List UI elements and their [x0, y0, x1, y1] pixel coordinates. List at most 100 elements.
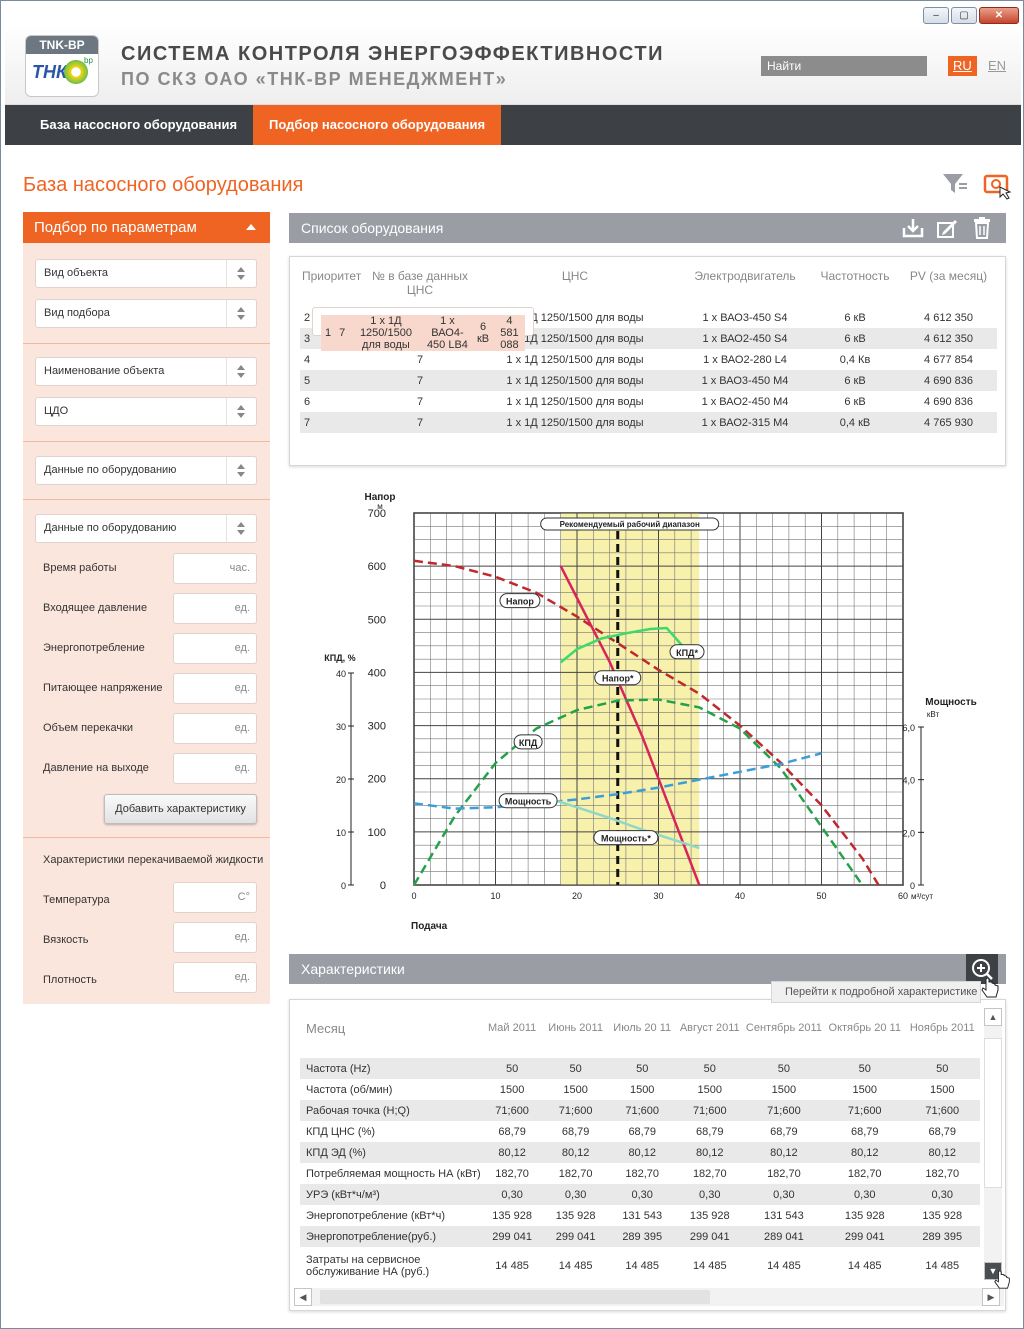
- close-window-button[interactable]: ✕: [979, 7, 1019, 24]
- row-label: Частота (об/мин): [306, 1083, 393, 1096]
- select-arrows-icon: [226, 515, 256, 542]
- column-header[interactable]: Электродвигатель: [694, 269, 796, 283]
- tab-pump-database[interactable]: База насосного оборудования: [40, 117, 238, 132]
- table-cell: 4 690 836: [900, 370, 997, 391]
- equipment-list-title: Список оборудования: [301, 220, 444, 236]
- horizontal-scroll-thumb[interactable]: [320, 1290, 710, 1304]
- equipment-data-value: Данные по оборудованию: [44, 464, 177, 476]
- outlet-pressure-input[interactable]: ед.: [173, 753, 257, 784]
- scroll-up-icon[interactable]: ▲: [984, 1008, 1002, 1026]
- table-cell: 4 690 836: [924, 395, 973, 408]
- x-tick-label: 30: [653, 891, 663, 901]
- series-label: Напор: [506, 597, 534, 607]
- pumping-volume-input[interactable]: ед.: [173, 713, 257, 744]
- table-cell: 7: [416, 395, 424, 408]
- table-cell: 1500: [629, 1083, 655, 1096]
- equipment-data-value: Данные по оборудованию: [44, 522, 177, 534]
- table-cell: 2: [304, 311, 311, 324]
- series-line: [412, 698, 864, 886]
- horizontal-scrollbar[interactable]: ◀ ▶: [294, 1288, 1004, 1306]
- table-cell: 80,12: [543, 1142, 608, 1163]
- table-cell: 0,30: [676, 1184, 743, 1205]
- object-type-select[interactable]: Вид объекта: [35, 259, 257, 288]
- table-cell: 1500: [852, 1083, 877, 1096]
- object-name-select[interactable]: Наименование объекта: [35, 357, 257, 386]
- divider: [23, 441, 270, 442]
- lang-en-link[interactable]: EN: [988, 58, 1007, 73]
- column-header[interactable]: № в базе данных ЦНС: [372, 269, 468, 297]
- month-label: Месяц: [306, 1020, 346, 1036]
- select-arrows-icon: [226, 457, 256, 484]
- spacer-cell: [742, 1048, 825, 1058]
- select-arrows-icon: [226, 398, 256, 425]
- download-icon[interactable]: [901, 217, 925, 239]
- energy-consumption-input[interactable]: ед.: [173, 633, 257, 664]
- inlet-pressure-input[interactable]: ед.: [173, 593, 257, 624]
- hand-cursor-icon: [994, 1270, 1010, 1289]
- scroll-down-icon[interactable]: ▼: [984, 1262, 1002, 1280]
- table-cell: 131 543: [764, 1209, 804, 1222]
- system-subtitle: ПО СКЗ ОАО «ТНК-ВР МЕНЕДЖМЕНТ»: [121, 69, 508, 89]
- y-tick-label: 200: [368, 774, 386, 786]
- table-row[interactable]: 6 7 1 х 1Д 1250/1500 для воды 1 х ВАО2-450 …: [300, 391, 997, 412]
- table-cell: 4 612 350: [924, 311, 973, 324]
- filter-panel-header[interactable]: Подбор по параметрам: [23, 212, 270, 243]
- add-characteristic-button[interactable]: Добавить характеристику: [104, 794, 257, 824]
- spacer-cell: [676, 1048, 743, 1058]
- supply-voltage-input[interactable]: ед.: [173, 673, 257, 704]
- table-cell: 80,12: [742, 1142, 825, 1163]
- table-cell: 1 х 1Д 1250/1500 для воды: [506, 311, 644, 324]
- table-cell: 7: [300, 412, 370, 433]
- temperature-input[interactable]: С°: [173, 882, 257, 913]
- table-cell: 131 543: [622, 1209, 663, 1222]
- column-header[interactable]: Приоритет: [302, 269, 362, 283]
- trash-icon[interactable]: [971, 216, 993, 240]
- field-label: Питающее напряжение: [43, 682, 163, 694]
- column-header[interactable]: ЦНС: [561, 269, 589, 283]
- power-tick-label: 4,0: [902, 776, 915, 786]
- column-header[interactable]: Частотность: [820, 269, 890, 283]
- viscosity-input[interactable]: ед.: [173, 922, 257, 953]
- table-cell: 14 485: [495, 1260, 529, 1272]
- cdo-select[interactable]: ЦДО: [35, 397, 257, 426]
- table-cell: 7: [416, 353, 424, 366]
- row-label: КПД ЭД (%): [300, 1142, 481, 1163]
- equipment-data-select[interactable]: Данные по оборудованию: [35, 456, 257, 485]
- equipment-data-select-2[interactable]: Данные по оборудованию: [35, 514, 257, 543]
- table-cell: 6: [304, 395, 311, 408]
- minimize-button[interactable]: –: [923, 7, 949, 24]
- filter-icon[interactable]: [941, 171, 969, 197]
- table-cell: 80,12: [676, 1142, 743, 1163]
- selection-type-value: Вид подбора: [44, 307, 110, 319]
- maximize-button[interactable]: ▢: [951, 7, 977, 24]
- selection-type-select[interactable]: Вид подбора: [35, 299, 257, 328]
- camera-icon[interactable]: [983, 171, 1013, 201]
- table-cell: 14 485: [625, 1260, 660, 1272]
- table-cell: 182,70: [558, 1167, 593, 1180]
- table-row: УРЭ (кВт*ч/м³) 0,30 0,30 0,30 0,30 0,30 0,30 0,…: [300, 1184, 980, 1205]
- work-time-input[interactable]: час.: [173, 553, 257, 584]
- collapse-caret-icon[interactable]: [246, 224, 256, 230]
- table-row[interactable]: 4 7 1 х 1Д 1250/1500 для воды 1 х ВАО2-280 …: [300, 349, 997, 370]
- density-input[interactable]: ед.: [173, 962, 257, 993]
- divider: [23, 837, 270, 838]
- search-input[interactable]: Найти: [761, 56, 927, 76]
- scroll-left-icon[interactable]: ◀: [294, 1288, 312, 1306]
- column-header[interactable]: PV (за месяц): [909, 269, 988, 283]
- lang-ru-link[interactable]: RU: [948, 56, 977, 76]
- logo-mark: ТНК: [32, 62, 68, 82]
- vertical-scrollbar[interactable]: ▲ ▼: [984, 1008, 1002, 1280]
- tab-pump-selection[interactable]: Подбор насосного оборудования: [253, 105, 502, 145]
- equipment-table: Приоритет № в базе данных ЦНС ЦНС Электр…: [300, 265, 997, 433]
- vertical-scroll-thumb[interactable]: [984, 1038, 1002, 1188]
- table-cell: 50: [676, 1058, 743, 1079]
- x-tick-label: 40: [735, 891, 745, 901]
- scroll-right-icon[interactable]: ▶: [982, 1288, 1000, 1306]
- table-cell: 80,12: [824, 1142, 905, 1163]
- zoom-in-icon[interactable]: [966, 954, 998, 984]
- edit-icon[interactable]: [935, 217, 959, 239]
